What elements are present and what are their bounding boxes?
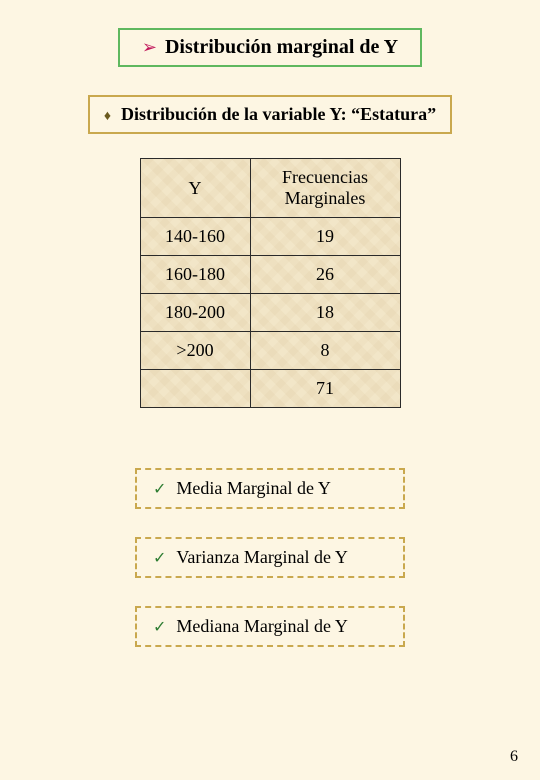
cell-freq: 18 <box>250 294 400 332</box>
cell-y: >200 <box>140 332 250 370</box>
frequency-table: Y FrecuenciasMarginales 140-160 19 160-1… <box>140 158 401 408</box>
cell-total: 71 <box>250 370 400 408</box>
check-icon: ✓ <box>153 481 166 498</box>
title-text: Distribución marginal de Y <box>165 36 398 58</box>
cell-freq: 26 <box>250 256 400 294</box>
cell-empty <box>140 370 250 408</box>
table-row: 140-160 19 <box>140 218 400 256</box>
table-total-row: 71 <box>140 370 400 408</box>
cell-y: 140-160 <box>140 218 250 256</box>
table-header-row: Y FrecuenciasMarginales <box>140 159 400 218</box>
stat-label: Media Marginal de Y <box>176 478 330 498</box>
table-row: >200 8 <box>140 332 400 370</box>
stat-box-media: ✓ Media Marginal de Y <box>135 468 405 509</box>
header-y: Y <box>140 159 250 218</box>
subtitle-text: Distribución de la variable Y: “Estatura… <box>121 104 436 124</box>
stat-box-varianza: ✓ Varianza Marginal de Y <box>135 537 405 578</box>
check-icon: ✓ <box>153 619 166 636</box>
diamond-icon: ♦ <box>104 109 111 124</box>
table-row: 160-180 26 <box>140 256 400 294</box>
header-freq: FrecuenciasMarginales <box>250 159 400 218</box>
arrow-icon: ➢ <box>142 37 157 57</box>
table-row: 180-200 18 <box>140 294 400 332</box>
header-freq-text: FrecuenciasMarginales <box>282 167 368 208</box>
cell-freq: 19 <box>250 218 400 256</box>
title-box: ➢ Distribución marginal de Y <box>118 28 422 67</box>
check-icon: ✓ <box>153 550 166 567</box>
cell-y: 160-180 <box>140 256 250 294</box>
stat-label: Varianza Marginal de Y <box>176 547 347 567</box>
cell-freq: 8 <box>250 332 400 370</box>
page-number: 6 <box>510 748 518 766</box>
cell-y: 180-200 <box>140 294 250 332</box>
stat-box-mediana: ✓ Mediana Marginal de Y <box>135 606 405 647</box>
stat-label: Mediana Marginal de Y <box>176 616 347 636</box>
subtitle-box: ♦ Distribución de la variable Y: “Estatu… <box>88 95 452 134</box>
